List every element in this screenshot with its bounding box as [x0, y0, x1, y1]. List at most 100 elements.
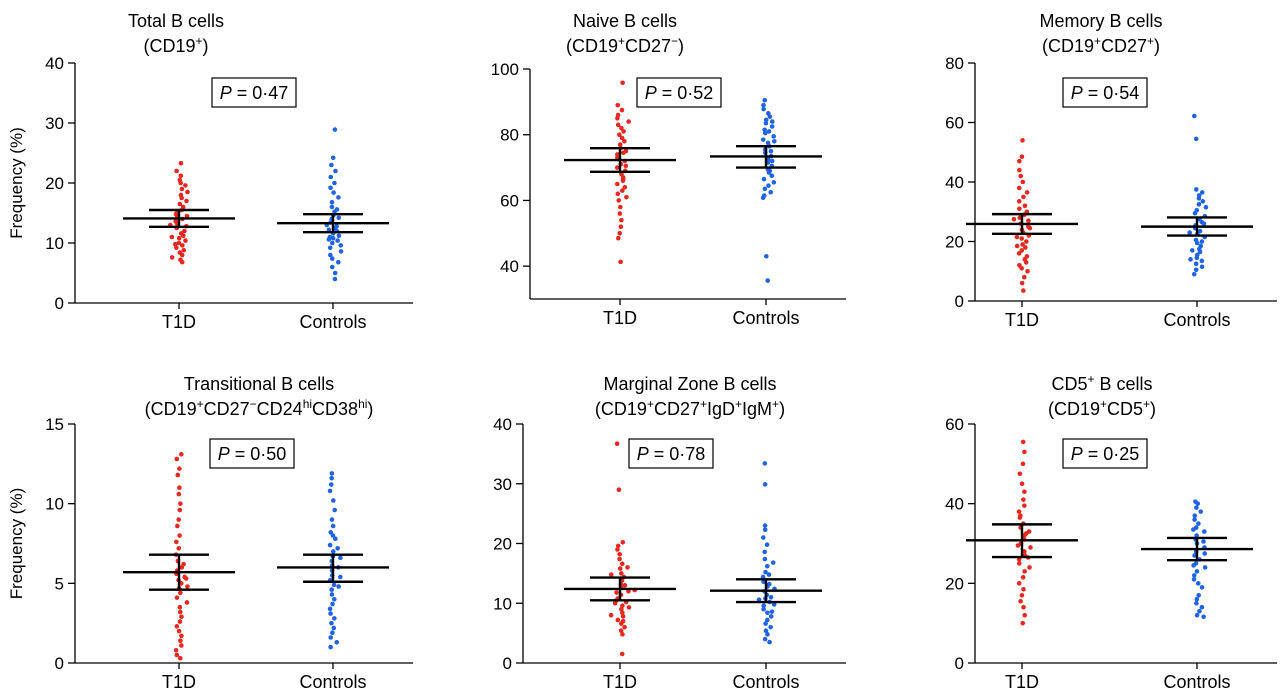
- data-point-t1d: [618, 204, 623, 210]
- data-point-controls: [1193, 261, 1199, 267]
- data-point-controls: [762, 482, 768, 487]
- data-point-t1d: [1018, 513, 1023, 518]
- data-point-controls: [329, 240, 335, 246]
- data-point-controls: [327, 542, 333, 548]
- data-point-controls: [328, 635, 334, 640]
- data-point-t1d: [1016, 581, 1022, 586]
- y-tick-label: 100: [491, 60, 519, 79]
- data-point-t1d: [179, 259, 185, 265]
- data-point-t1d: [622, 624, 627, 630]
- p-value-box: [211, 77, 297, 108]
- y-tick-label: 15: [45, 415, 64, 434]
- y-tick-label: 40: [45, 54, 64, 73]
- panel-6: CD5+ B cells (CD19+CD5+) 0 20 40 60 T1D Control…: [945, 372, 1277, 690]
- data-point-controls: [760, 137, 766, 142]
- data-point-t1d: [615, 191, 621, 197]
- data-point-t1d: [179, 633, 184, 639]
- data-point-t1d: [175, 472, 181, 478]
- panel-title: Memory B cells: [1039, 11, 1162, 31]
- y-tick-label: 5: [55, 574, 64, 593]
- data-point-controls: [761, 176, 767, 182]
- data-point-controls: [1191, 527, 1196, 532]
- data-point-t1d: [620, 540, 626, 545]
- data-point-t1d: [620, 603, 625, 608]
- data-point-t1d: [619, 571, 624, 576]
- data-point-t1d: [179, 195, 184, 201]
- data-point-controls: [1197, 608, 1202, 614]
- data-point-controls: [328, 185, 333, 191]
- x-category-label: T1D: [162, 672, 196, 690]
- data-point-t1d: [1021, 274, 1027, 280]
- data-point-controls: [329, 264, 335, 270]
- data-point-t1d: [1016, 557, 1022, 562]
- data-point-t1d: [1017, 206, 1022, 212]
- data-point-controls: [331, 582, 337, 588]
- data-point-t1d: [1016, 185, 1022, 191]
- data-point-t1d: [1020, 620, 1026, 626]
- data-point-controls: [330, 523, 336, 529]
- data-point-controls: [1187, 230, 1192, 235]
- data-point-t1d: [615, 181, 620, 187]
- data-point-controls: [1201, 529, 1207, 534]
- p-value-text: P = 0·50: [218, 444, 287, 464]
- data-point-controls: [762, 527, 768, 533]
- data-point-t1d: [177, 485, 182, 491]
- data-point-t1d: [178, 590, 183, 596]
- data-point-controls: [1194, 187, 1199, 192]
- y-tick-label: 0: [55, 294, 64, 313]
- data-point-t1d: [1020, 179, 1026, 185]
- data-point-controls: [769, 173, 775, 179]
- y-axis-label: Frequency (%): [7, 127, 26, 238]
- data-point-controls: [1201, 539, 1206, 544]
- data-point-controls: [1202, 565, 1208, 570]
- data-point-t1d: [622, 184, 628, 190]
- data-point-t1d: [619, 561, 625, 567]
- data-point-t1d: [615, 617, 621, 623]
- panel-2: Naive B cells (CD19+CD27−) 40 60 80 100 T1D Con…: [491, 11, 846, 328]
- data-point-t1d: [178, 180, 183, 186]
- data-point-t1d: [177, 619, 183, 624]
- data-point-controls: [338, 249, 344, 254]
- data-point-controls: [336, 259, 341, 265]
- data-point-t1d: [1019, 481, 1025, 487]
- data-point-controls: [1199, 604, 1205, 610]
- data-point-t1d: [1019, 248, 1025, 253]
- data-point-t1d: [184, 600, 190, 605]
- data-point-controls: [328, 611, 333, 616]
- x-category-label: T1D: [1005, 310, 1039, 330]
- data-point-controls: [762, 97, 768, 103]
- panel-5: Marginal Zone B cells (CD19+CD27+IgD+IgM+…: [493, 374, 846, 690]
- data-point-controls: [1196, 592, 1201, 598]
- data-point-controls: [762, 130, 768, 136]
- data-point-t1d: [178, 501, 183, 506]
- data-point-t1d: [1011, 216, 1017, 222]
- data-point-controls: [762, 549, 767, 555]
- data-point-controls: [1192, 517, 1197, 522]
- y-tick-label: 30: [45, 114, 64, 133]
- data-point-controls: [334, 207, 340, 212]
- data-point-controls: [768, 148, 774, 154]
- data-point-controls: [1188, 257, 1193, 262]
- data-point-t1d: [612, 600, 618, 606]
- data-point-controls: [326, 227, 332, 233]
- data-point-controls: [1196, 196, 1202, 201]
- data-point-t1d: [184, 213, 190, 219]
- data-point-controls: [330, 601, 335, 607]
- data-point-controls: [333, 536, 338, 542]
- data-point-t1d: [1016, 561, 1022, 566]
- data-point-controls: [1194, 596, 1200, 602]
- data-point-t1d: [1020, 242, 1025, 247]
- data-point-t1d: [1017, 158, 1022, 164]
- data-point-controls: [331, 190, 336, 195]
- data-point-controls: [772, 138, 777, 144]
- p-value-text: P = 0·47: [220, 83, 289, 103]
- data-point-t1d: [183, 576, 189, 581]
- y-tick-label: 40: [945, 173, 964, 192]
- data-point-controls: [328, 530, 334, 535]
- data-point-controls: [332, 180, 337, 186]
- data-point-controls: [771, 602, 777, 607]
- data-point-t1d: [615, 543, 621, 549]
- data-point-controls: [336, 233, 342, 239]
- data-point-controls: [335, 238, 340, 243]
- data-point-t1d: [1015, 543, 1021, 548]
